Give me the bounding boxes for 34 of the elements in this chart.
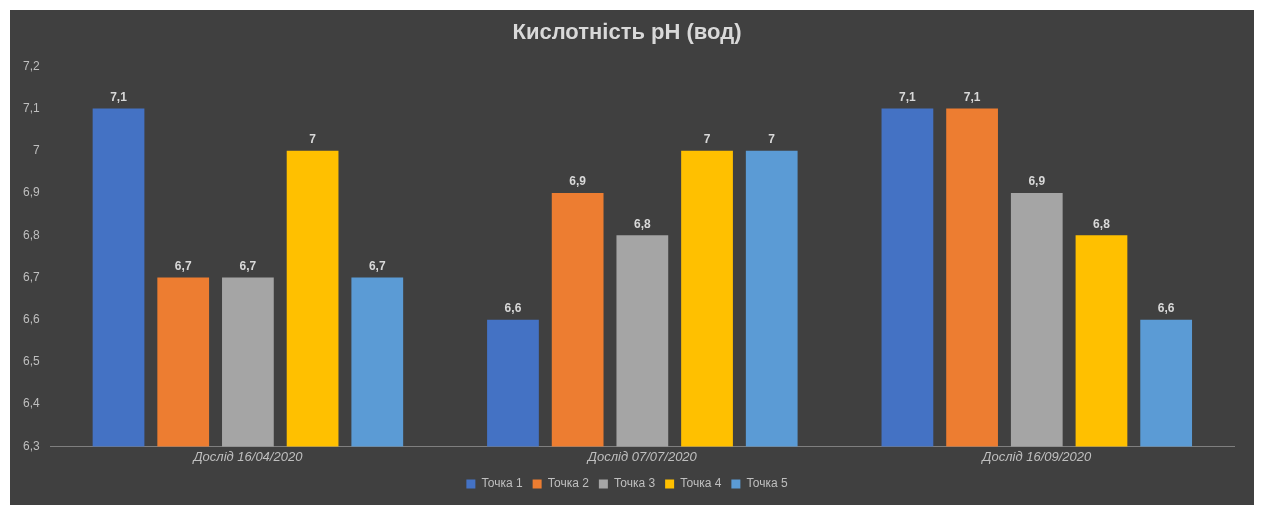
y-tick-label: 6,5 bbox=[22, 354, 40, 369]
legend-label: Точка 3 bbox=[613, 476, 656, 491]
data-label: 6,8 bbox=[634, 216, 651, 231]
data-label: 6,9 bbox=[569, 174, 587, 189]
y-tick-label: 6,9 bbox=[22, 185, 40, 200]
data-label: 7 bbox=[768, 132, 776, 147]
y-tick-label: 6,8 bbox=[22, 227, 40, 242]
y-tick-label: 7 bbox=[32, 143, 40, 158]
data-label: 7 bbox=[309, 132, 317, 147]
legend-label: Точка 1 bbox=[481, 476, 523, 491]
y-tick-label: 6,4 bbox=[22, 396, 40, 411]
data-label: 6,7 bbox=[174, 258, 192, 273]
x-tick-label: Дослід 16/04/2020 bbox=[191, 448, 304, 464]
x-tick-label: Дослід 07/07/2020 bbox=[585, 448, 698, 464]
data-label: 6,6 bbox=[1157, 301, 1175, 316]
data-label: 6,9 bbox=[1028, 174, 1046, 189]
y-tick-label: 7,1 bbox=[22, 100, 40, 115]
data-label: 7,1 bbox=[110, 89, 128, 104]
chart-title: Кислотність pH (вод) bbox=[512, 19, 742, 45]
data-label: 7,1 bbox=[963, 89, 981, 104]
legend-label: Точка 5 bbox=[746, 476, 788, 491]
y-tick-label: 6,7 bbox=[22, 269, 40, 284]
y-tick-label: 6,6 bbox=[22, 312, 40, 327]
data-label: 6,7 bbox=[368, 258, 386, 273]
data-label: 6,7 bbox=[239, 258, 257, 273]
x-tick-label: Дослід 16/09/2020 bbox=[980, 448, 1093, 464]
y-tick-label: 7,2 bbox=[22, 58, 40, 73]
y-tick-label: 6,3 bbox=[22, 438, 40, 453]
data-label: 6,6 bbox=[504, 301, 522, 316]
data-label: 6,8 bbox=[1093, 216, 1111, 231]
data-label: 7,1 bbox=[899, 89, 917, 104]
legend-label: Точка 2 bbox=[547, 476, 590, 491]
data-label: 7 bbox=[703, 132, 711, 147]
legend-label: Точка 4 bbox=[680, 476, 722, 491]
